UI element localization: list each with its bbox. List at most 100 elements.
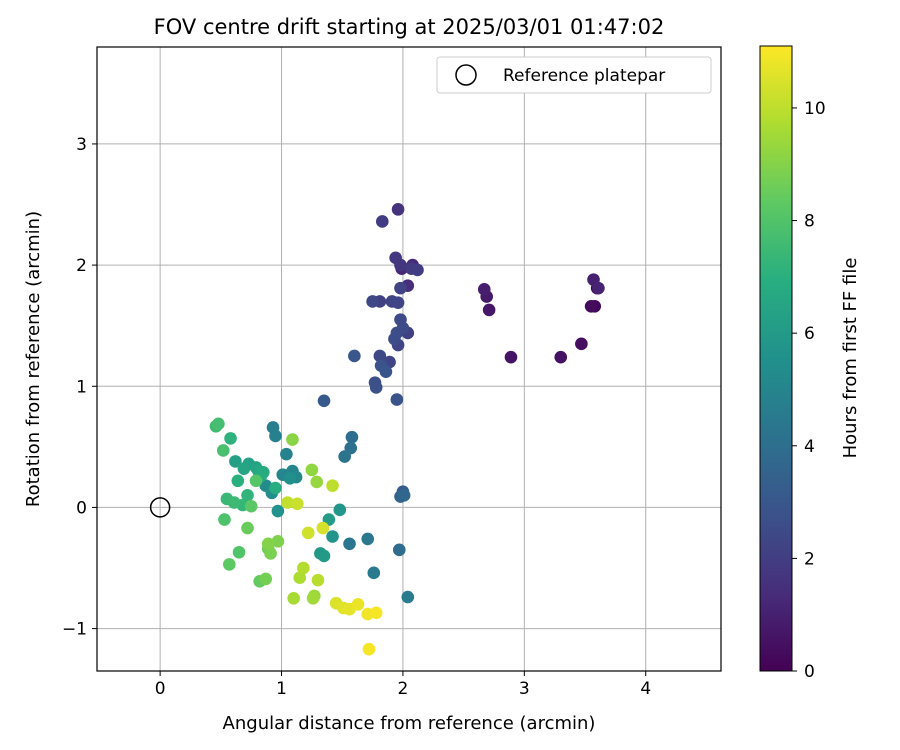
y-tick-label: 1	[76, 377, 87, 397]
data-point	[293, 571, 307, 585]
x-axis-label: Angular distance from reference (arcmin)	[223, 713, 596, 734]
data-point	[212, 417, 225, 431]
data-point	[291, 497, 304, 511]
y-axis-label: Rotation from reference (arcmin)	[23, 211, 44, 507]
data-point	[306, 592, 320, 605]
data-point	[261, 537, 275, 551]
y-tick-label: 3	[76, 135, 87, 155]
data-point	[216, 444, 230, 457]
data-point	[366, 295, 379, 308]
data-point	[482, 303, 496, 317]
x-tick-label: 4	[640, 679, 651, 699]
data-point	[554, 350, 568, 364]
data-point	[348, 349, 361, 363]
x-tick-label: 0	[155, 679, 166, 699]
data-point	[218, 513, 231, 526]
data-point	[227, 496, 241, 509]
data-point	[316, 521, 330, 535]
x-tick-label: 1	[276, 679, 287, 699]
data-point	[301, 526, 315, 540]
data-point	[361, 532, 375, 546]
data-point	[297, 561, 310, 575]
data-point	[369, 606, 383, 620]
data-point	[584, 299, 598, 313]
data-point	[362, 642, 376, 656]
data-point	[241, 521, 254, 535]
data-point	[326, 479, 339, 492]
data-point	[369, 381, 383, 394]
data-point	[311, 573, 325, 587]
data-point	[397, 489, 411, 502]
chart-title: FOV centre drift starting at 2025/03/01 …	[154, 15, 665, 39]
colorbar: 0 2 4 6 8 10 Hours from first FF file	[759, 45, 861, 682]
data-point	[281, 496, 294, 509]
data-point	[229, 455, 242, 468]
plot-frame	[96, 46, 722, 672]
colorbar-ticks: 0 2 4 6 8 10	[792, 99, 826, 682]
x-tick-label: 2	[398, 679, 409, 699]
data-point	[286, 433, 299, 446]
data-point	[231, 474, 245, 488]
data-point	[271, 535, 285, 548]
data-point	[351, 598, 365, 611]
data-point	[343, 537, 356, 551]
data-point	[259, 572, 273, 586]
y-tick-label: 0	[76, 498, 87, 518]
data-point	[223, 558, 236, 571]
data-points	[149, 203, 605, 656]
data-point	[390, 393, 404, 406]
data-point	[241, 489, 254, 502]
colorbar-tick-label: 0	[804, 662, 815, 682]
colorbar-tick-label: 2	[804, 549, 815, 569]
data-point	[338, 450, 351, 463]
data-point	[391, 203, 405, 216]
colorbar-tick-label: 8	[804, 212, 815, 232]
data-point	[373, 349, 387, 363]
data-point	[224, 432, 237, 445]
colorbar-label: Hours from first FF file	[840, 258, 861, 459]
data-point	[244, 499, 258, 513]
data-point	[391, 296, 405, 309]
legend-box	[436, 56, 712, 94]
legend-label: Reference platepar	[503, 66, 665, 86]
colorbar-tick-label: 10	[804, 99, 826, 119]
data-point	[345, 430, 359, 444]
data-point	[375, 215, 389, 228]
data-point	[477, 283, 491, 296]
data-point	[504, 350, 518, 364]
data-point	[271, 504, 285, 518]
legend: Reference platepar	[436, 56, 712, 94]
data-point	[379, 365, 393, 379]
data-point	[269, 481, 282, 495]
data-point	[232, 545, 246, 559]
colorbar-tick-label: 6	[804, 324, 815, 344]
data-point	[367, 566, 381, 580]
colorbar-gradient	[759, 45, 793, 672]
data-point	[390, 326, 404, 340]
data-point	[310, 475, 324, 489]
y-axis-ticks: −1 0 1 2 3	[62, 135, 97, 640]
grid	[97, 47, 721, 671]
data-point	[280, 447, 293, 461]
y-tick-label: 2	[76, 256, 87, 276]
data-point	[305, 463, 319, 477]
data-point	[249, 474, 263, 488]
data-point	[317, 549, 331, 563]
data-point	[394, 281, 407, 295]
data-point	[317, 394, 331, 408]
data-point	[389, 251, 402, 265]
reference-platepar-marker	[149, 497, 171, 518]
y-tick-label: −1	[62, 620, 87, 640]
data-point	[592, 281, 605, 295]
colorbar-tick-label: 4	[804, 437, 815, 457]
data-point	[264, 547, 277, 560]
data-point	[237, 462, 251, 475]
data-point	[401, 590, 415, 604]
data-point	[287, 592, 300, 605]
data-point	[411, 263, 424, 277]
data-point	[392, 543, 406, 557]
data-point	[269, 429, 282, 443]
data-point	[575, 337, 588, 351]
